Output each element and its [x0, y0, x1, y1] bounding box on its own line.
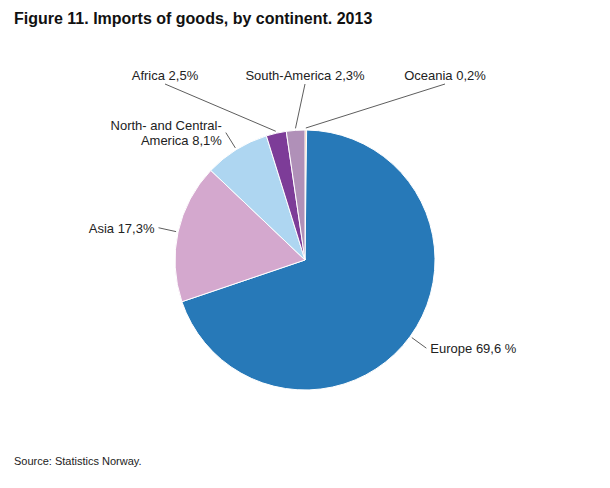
svg-text:Oceania 0,2%: Oceania 0,2%: [404, 68, 486, 83]
svg-text:North- and Central-America 8,1: North- and Central-America 8,1%: [111, 117, 223, 148]
svg-text:Asia 17,3%: Asia 17,3%: [89, 220, 155, 235]
svg-text:Europe 69,6 %: Europe 69,6 %: [430, 341, 516, 356]
svg-text:South-America 2,3%: South-America 2,3%: [245, 68, 365, 83]
html-text:Source: Statistics Norway.: Source: Statistics Norway.: [14, 455, 142, 467]
svg-text:Africa 2,5%: Africa 2,5%: [132, 68, 199, 83]
html-text:Figure 11. Imports of goods, b: Figure 11. Imports of goods, by continen…: [14, 10, 373, 27]
